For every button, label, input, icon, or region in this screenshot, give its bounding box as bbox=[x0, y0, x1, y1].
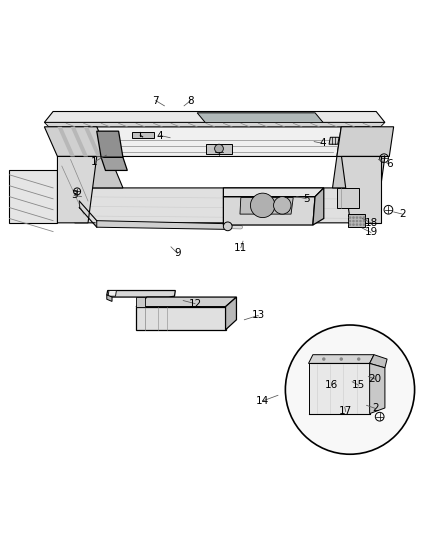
Polygon shape bbox=[313, 188, 324, 225]
Polygon shape bbox=[107, 290, 175, 297]
Polygon shape bbox=[308, 364, 370, 414]
Polygon shape bbox=[97, 131, 123, 157]
Polygon shape bbox=[107, 295, 112, 302]
Polygon shape bbox=[57, 157, 123, 188]
Circle shape bbox=[251, 193, 275, 217]
Circle shape bbox=[359, 216, 362, 219]
Circle shape bbox=[349, 223, 351, 226]
Polygon shape bbox=[57, 127, 75, 157]
Circle shape bbox=[286, 325, 415, 454]
Polygon shape bbox=[132, 132, 153, 138]
Circle shape bbox=[339, 357, 343, 361]
Circle shape bbox=[322, 357, 325, 361]
Polygon shape bbox=[332, 157, 385, 188]
Polygon shape bbox=[223, 188, 324, 197]
Polygon shape bbox=[223, 197, 315, 225]
Polygon shape bbox=[84, 127, 101, 157]
Polygon shape bbox=[136, 306, 226, 330]
Polygon shape bbox=[337, 127, 394, 157]
Polygon shape bbox=[136, 297, 237, 306]
Text: 7: 7 bbox=[152, 95, 159, 106]
Text: 8: 8 bbox=[187, 95, 194, 106]
Text: 18: 18 bbox=[364, 218, 378, 228]
Polygon shape bbox=[101, 157, 127, 171]
Text: 13: 13 bbox=[252, 310, 265, 320]
Circle shape bbox=[215, 144, 223, 153]
Text: 5: 5 bbox=[303, 194, 310, 204]
Text: 3: 3 bbox=[71, 190, 78, 200]
Circle shape bbox=[363, 216, 365, 219]
Polygon shape bbox=[329, 138, 339, 144]
Circle shape bbox=[357, 357, 360, 361]
Polygon shape bbox=[44, 123, 385, 127]
Polygon shape bbox=[108, 290, 117, 296]
Polygon shape bbox=[136, 297, 145, 306]
Text: 2: 2 bbox=[372, 403, 378, 414]
Polygon shape bbox=[370, 364, 385, 414]
Polygon shape bbox=[97, 127, 341, 157]
Circle shape bbox=[356, 216, 358, 219]
Polygon shape bbox=[57, 188, 381, 223]
Text: 17: 17 bbox=[339, 407, 352, 416]
Text: 20: 20 bbox=[369, 374, 382, 384]
Text: 15: 15 bbox=[352, 380, 365, 390]
Text: 2: 2 bbox=[399, 209, 406, 219]
Polygon shape bbox=[308, 354, 374, 364]
Text: 6: 6 bbox=[386, 159, 392, 169]
Polygon shape bbox=[341, 157, 381, 223]
Polygon shape bbox=[71, 127, 88, 157]
Text: 4: 4 bbox=[157, 131, 163, 141]
Polygon shape bbox=[97, 221, 228, 229]
Circle shape bbox=[349, 216, 351, 219]
Text: 1: 1 bbox=[91, 157, 98, 167]
Polygon shape bbox=[240, 198, 293, 214]
Text: 9: 9 bbox=[174, 248, 181, 259]
Polygon shape bbox=[10, 171, 57, 223]
Polygon shape bbox=[57, 157, 97, 223]
Circle shape bbox=[363, 220, 365, 222]
Polygon shape bbox=[370, 354, 387, 368]
Circle shape bbox=[274, 197, 291, 214]
Polygon shape bbox=[348, 214, 365, 227]
Circle shape bbox=[223, 222, 232, 231]
Circle shape bbox=[349, 220, 351, 222]
Text: 11: 11 bbox=[234, 243, 247, 253]
Text: 19: 19 bbox=[364, 228, 378, 237]
Circle shape bbox=[352, 223, 355, 226]
Polygon shape bbox=[226, 297, 237, 330]
Polygon shape bbox=[44, 111, 385, 123]
Circle shape bbox=[352, 216, 355, 219]
Circle shape bbox=[359, 223, 362, 226]
Polygon shape bbox=[337, 188, 359, 207]
Polygon shape bbox=[44, 127, 110, 157]
Circle shape bbox=[359, 220, 362, 222]
Text: 12: 12 bbox=[188, 298, 201, 309]
Circle shape bbox=[363, 223, 365, 226]
Polygon shape bbox=[206, 144, 232, 154]
Text: 16: 16 bbox=[325, 380, 338, 390]
Text: 14: 14 bbox=[256, 396, 269, 406]
Circle shape bbox=[356, 223, 358, 226]
Text: 4: 4 bbox=[320, 139, 326, 148]
Polygon shape bbox=[197, 113, 324, 123]
Circle shape bbox=[352, 220, 355, 222]
Circle shape bbox=[356, 220, 358, 222]
